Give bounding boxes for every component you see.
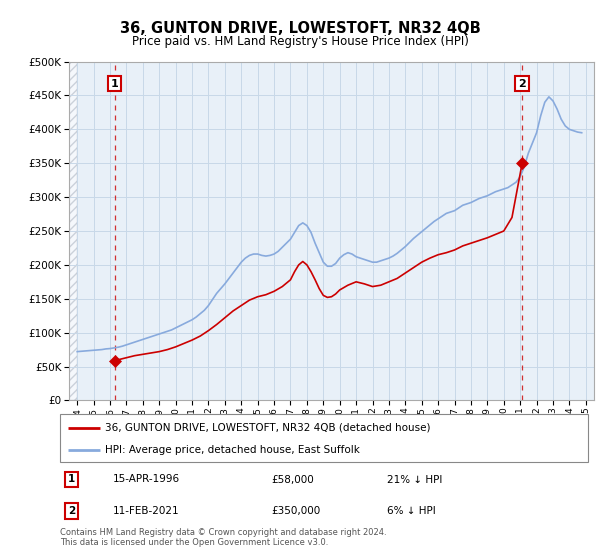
Text: 15-APR-1996: 15-APR-1996 [113,474,180,484]
Text: 1: 1 [68,474,75,484]
Text: 2: 2 [518,78,526,88]
Text: 11-FEB-2021: 11-FEB-2021 [113,506,179,516]
Text: £350,000: £350,000 [271,506,320,516]
Text: HPI: Average price, detached house, East Suffolk: HPI: Average price, detached house, East… [105,445,360,455]
Text: 36, GUNTON DRIVE, LOWESTOFT, NR32 4QB: 36, GUNTON DRIVE, LOWESTOFT, NR32 4QB [119,21,481,36]
Text: Price paid vs. HM Land Registry's House Price Index (HPI): Price paid vs. HM Land Registry's House … [131,35,469,48]
Text: 21% ↓ HPI: 21% ↓ HPI [388,474,443,484]
Bar [69,62,77,400]
Text: £58,000: £58,000 [271,474,314,484]
Text: Contains HM Land Registry data © Crown copyright and database right 2024.
This d: Contains HM Land Registry data © Crown c… [60,528,386,547]
Text: 6% ↓ HPI: 6% ↓ HPI [388,506,436,516]
Text: 2: 2 [68,506,75,516]
Text: 1: 1 [111,78,119,88]
FancyBboxPatch shape [60,414,588,462]
Text: 36, GUNTON DRIVE, LOWESTOFT, NR32 4QB (detached house): 36, GUNTON DRIVE, LOWESTOFT, NR32 4QB (d… [105,423,430,433]
